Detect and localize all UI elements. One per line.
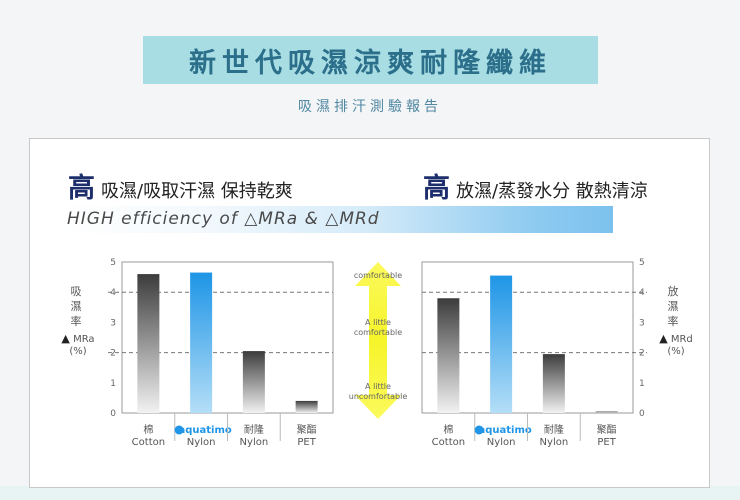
category-brand-label: aquatimo — [178, 425, 231, 436]
right-unit-line2: (%) — [667, 346, 685, 357]
comfort-label-middle-2: comfortable — [354, 328, 402, 337]
category-label-zh: 棉 — [443, 423, 453, 436]
right-axis-label: 放 濕 率 — [663, 284, 683, 329]
comfort-arrow: comfortable A little comfortable A littl… — [349, 262, 408, 419]
y-tick-label: 5 — [639, 258, 645, 268]
right-unit-line1: MRd — [670, 334, 693, 345]
comfort-label-middle-1: A little — [365, 318, 391, 327]
y-tick-label: 1 — [639, 379, 645, 389]
right-axis-label-char: 放 — [667, 285, 679, 298]
right-axis-unit: ▲ MRd (%) — [652, 333, 700, 358]
efficiency-text: HIGH efficiency of △MRa & △MRd — [67, 209, 380, 229]
efficiency-gradient-bar — [63, 206, 613, 233]
bar — [242, 351, 265, 413]
delta-icon: ▲ — [659, 332, 668, 345]
category-label-zh: 聚酯 — [297, 424, 317, 436]
left-unit-line1: MRa — [73, 334, 95, 345]
right-heading-big: 高 — [423, 173, 450, 204]
right-axis-label-char: 濕 — [667, 300, 679, 313]
y-tick-label: 1 — [110, 379, 116, 389]
y-tick-label: 3 — [639, 318, 645, 328]
category-label-zh: 聚酯 — [597, 424, 617, 436]
bar — [542, 354, 565, 413]
left-axis-label-char: 吸 — [70, 285, 82, 298]
category-label-zh: 棉 — [143, 423, 153, 436]
page-subtitle: 吸濕排汗測驗報告 — [298, 99, 442, 115]
y-tick-label: 4 — [110, 288, 116, 298]
left-unit-line2: (%) — [69, 346, 87, 357]
bar — [437, 298, 460, 413]
bar — [295, 400, 318, 413]
right-heading: 高 放濕/蒸發水分 散熱清涼 — [423, 166, 648, 205]
category-brand-label: aquatimo — [478, 425, 531, 436]
left-heading-big: 高 — [68, 173, 95, 204]
bar — [137, 274, 160, 413]
category-label-zh: 耐隆 — [244, 423, 264, 436]
aquatimo-logo-icon — [174, 425, 184, 435]
left-heading-text: 吸濕/吸取汗濕 保持乾爽 — [101, 181, 293, 202]
left-axis-unit: ▲ MRa (%) — [56, 333, 100, 358]
y-tick-label: 3 — [110, 318, 116, 328]
category-label-en: PET — [597, 437, 616, 448]
category-label-en: Cotton — [432, 437, 465, 448]
page-title: 新世代吸濕涼爽耐隆纖維 — [189, 47, 552, 79]
y-tick-label: 0 — [110, 409, 116, 419]
category-label-en: PET — [297, 437, 316, 448]
double-arrow-icon — [355, 262, 401, 419]
y-tick-label: 4 — [639, 288, 645, 298]
bar-highlight — [190, 272, 213, 413]
y-tick-label: 5 — [110, 258, 116, 268]
comfort-label-bottom-1: A little — [365, 382, 391, 391]
category-label-en: Cotton — [132, 437, 165, 448]
category-label-en: Nylon — [487, 437, 516, 448]
y-tick-label: 2 — [639, 349, 645, 359]
comfort-label-bottom-2: uncomfortable — [349, 392, 408, 401]
right-axis-label-char: 率 — [667, 315, 679, 328]
bar — [595, 411, 618, 413]
y-tick-label: 0 — [639, 409, 645, 419]
right-heading-text: 放濕/蒸發水分 散熱清涼 — [456, 181, 648, 202]
aquatimo-logo-icon — [474, 425, 484, 435]
category-label-en: Nylon — [540, 437, 569, 448]
bottom-band — [0, 486, 740, 500]
comfort-label-top: comfortable — [354, 271, 402, 280]
bar-highlight — [490, 275, 513, 413]
left-axis-label: 吸 濕 率 — [66, 284, 86, 329]
category-label-zh: 耐隆 — [544, 423, 564, 436]
delta-icon: ▲ — [61, 332, 70, 345]
category-label-en: Nylon — [187, 437, 216, 448]
title-banner: 新世代吸濕涼爽耐隆纖維 — [143, 36, 598, 84]
y-tick-label: 2 — [110, 349, 116, 359]
left-axis-label-char: 率 — [70, 315, 82, 328]
left-axis-label-char: 濕 — [70, 300, 82, 313]
left-heading: 高 吸濕/吸取汗濕 保持乾爽 — [68, 166, 293, 205]
category-label-en: Nylon — [240, 437, 269, 448]
